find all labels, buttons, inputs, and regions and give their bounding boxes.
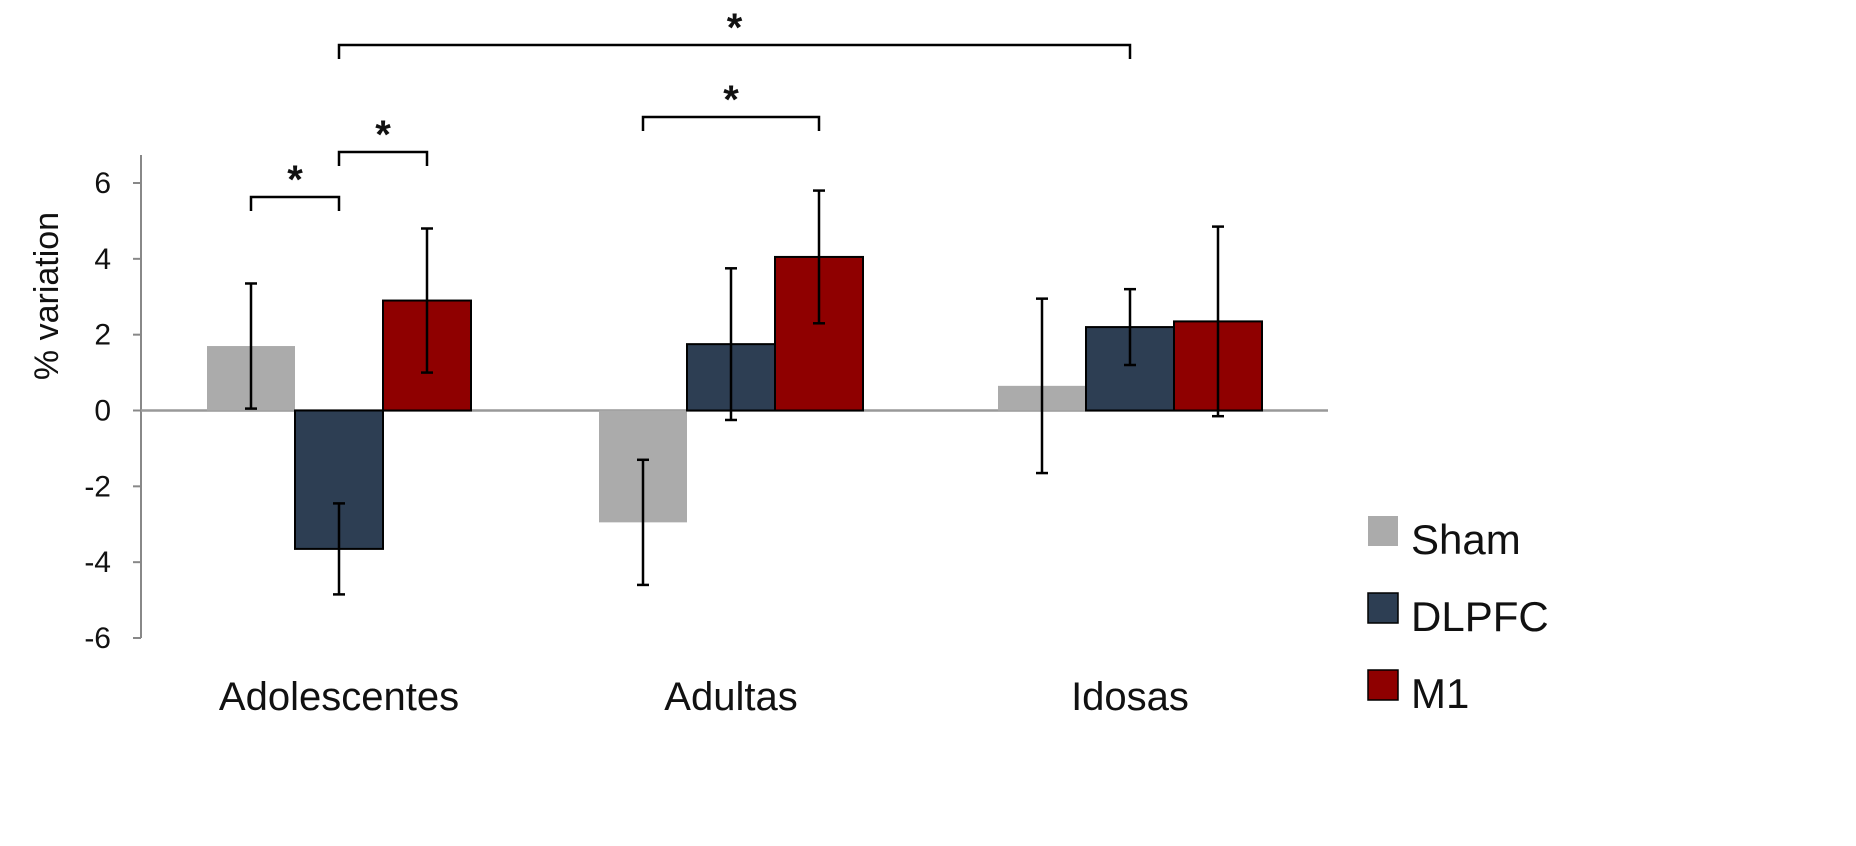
significance-brackets: * * * * <box>249 6 1132 211</box>
x-category-label: Idosas <box>1071 675 1189 719</box>
significance-star: * <box>723 78 739 122</box>
legend-swatch-dlpfc <box>1367 592 1399 624</box>
significance-bracket <box>337 43 1132 59</box>
legend-swatch-m1 <box>1367 669 1399 701</box>
legend-label-sham: Sham <box>1411 516 1521 563</box>
significance-star: * <box>375 113 391 157</box>
y-tick-label: 6 <box>94 167 111 200</box>
significance-bracket <box>337 150 429 166</box>
y-tick-label: -4 <box>84 546 111 579</box>
error-bars <box>245 189 1224 596</box>
legend-label-m1: M1 <box>1411 670 1469 717</box>
legend-swatch-sham <box>1368 516 1398 546</box>
axes: 6 4 2 0 -2 -4 -6 Adolescentes Adultas Idosas <box>84 155 1328 719</box>
significance-bracket <box>249 195 341 211</box>
significance-star: * <box>287 158 303 202</box>
y-tick-label: 0 <box>94 395 111 428</box>
x-category-label: Adolescentes <box>219 675 459 719</box>
y-tick-label: 4 <box>94 243 111 276</box>
legend: Sham DLPFC M1 <box>1367 516 1549 717</box>
significance-star: * <box>727 6 743 50</box>
y-tick-label: -2 <box>84 470 111 503</box>
y-tick-label: 2 <box>94 319 111 352</box>
legend-label-dlpfc: DLPFC <box>1411 593 1549 640</box>
x-category-label: Adultas <box>664 675 797 719</box>
significance-bracket <box>641 115 821 131</box>
y-tick-label: -6 <box>84 622 111 655</box>
y-axis-title: % variation <box>28 212 66 380</box>
bars <box>207 255 1263 550</box>
